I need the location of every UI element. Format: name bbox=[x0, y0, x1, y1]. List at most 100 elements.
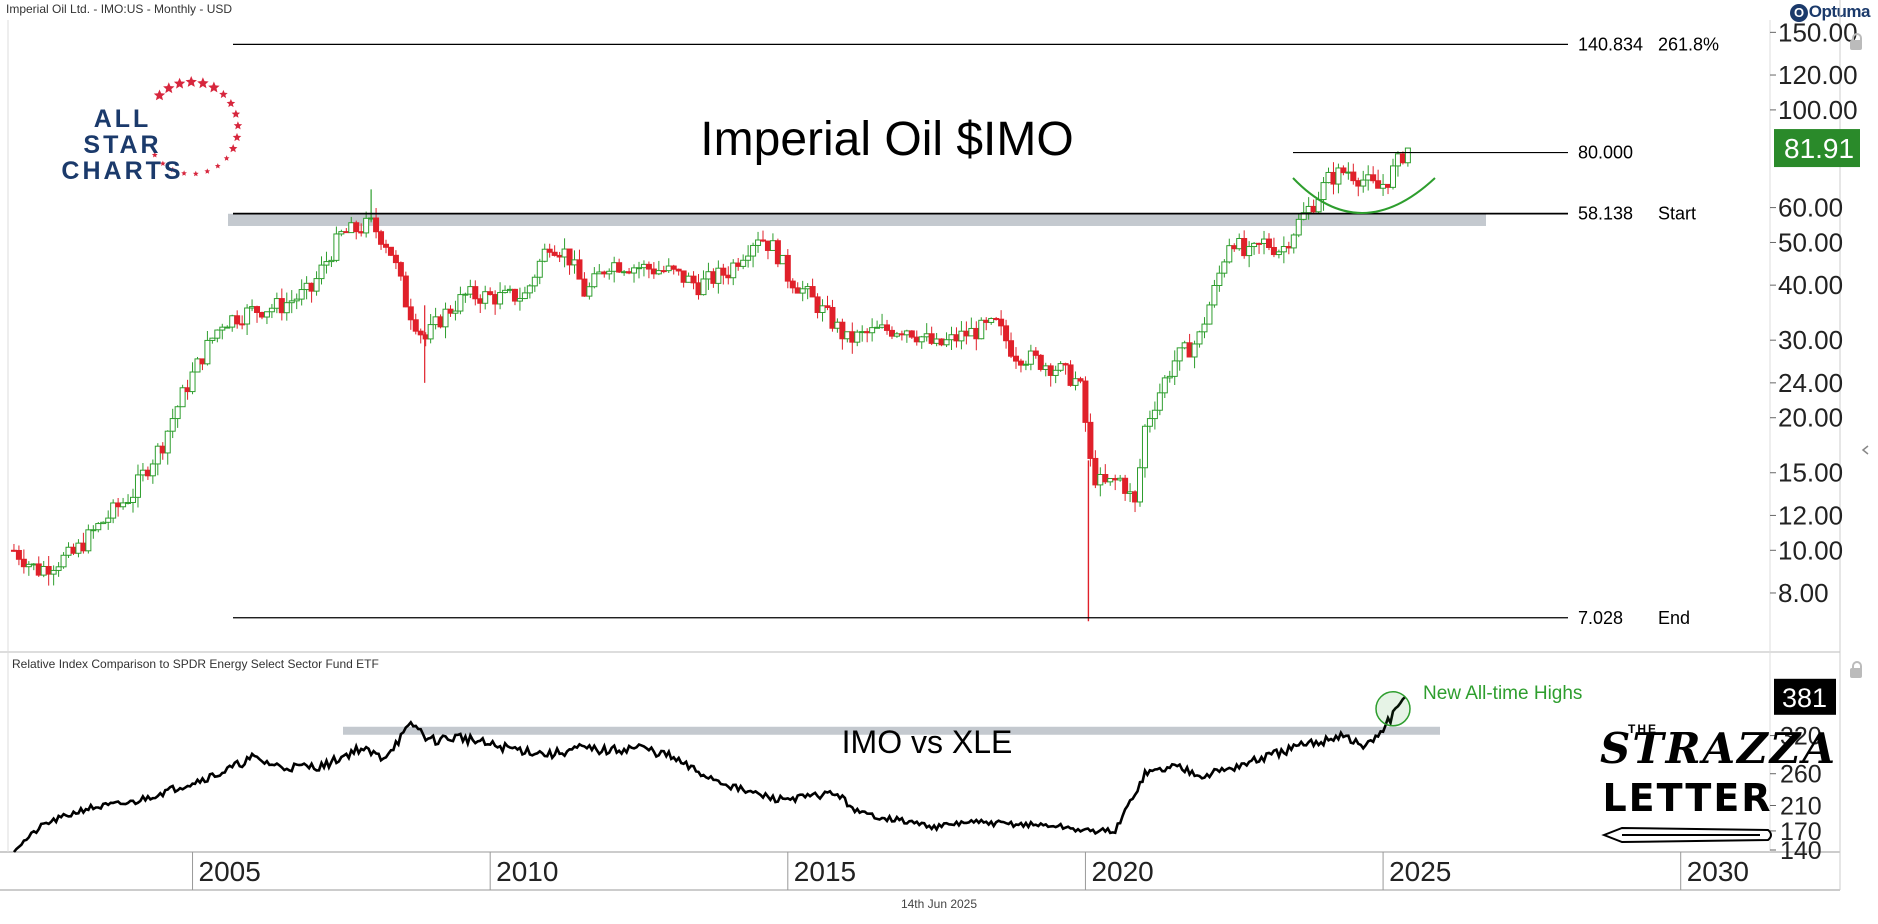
candle-body bbox=[1132, 491, 1139, 503]
candle-body bbox=[1241, 238, 1248, 257]
candle-body bbox=[779, 254, 786, 265]
candle-body bbox=[358, 231, 365, 234]
candle-body bbox=[531, 276, 538, 287]
x-tick-label-5: 2030 bbox=[1687, 856, 1749, 887]
candle-body bbox=[665, 265, 672, 272]
candle-body bbox=[1127, 491, 1134, 494]
candle-body bbox=[660, 270, 667, 273]
candle-body bbox=[115, 502, 122, 508]
candle-body bbox=[283, 302, 290, 314]
candle-body bbox=[194, 358, 201, 373]
candle-body bbox=[1022, 363, 1029, 366]
candle-body bbox=[482, 291, 489, 304]
candle-body bbox=[809, 286, 816, 298]
x-tick-label-1: 2010 bbox=[496, 856, 558, 887]
candle-body bbox=[1117, 477, 1124, 481]
candle-body bbox=[407, 306, 414, 321]
x-tick-label-3: 2020 bbox=[1091, 856, 1153, 887]
candle-body bbox=[139, 469, 146, 476]
level-label-0: 140.834 bbox=[1578, 34, 1643, 54]
candle-body bbox=[601, 271, 608, 275]
candle-body bbox=[268, 307, 275, 313]
candle-body bbox=[626, 271, 633, 274]
candle-body bbox=[244, 307, 251, 325]
lock-icon-top[interactable] bbox=[1850, 33, 1862, 50]
candle-body bbox=[918, 336, 925, 343]
candle-body bbox=[760, 239, 767, 242]
candle-body bbox=[224, 326, 231, 329]
candle-body bbox=[859, 331, 866, 334]
candle-body bbox=[710, 271, 717, 284]
candle-body bbox=[750, 244, 757, 257]
candle-body bbox=[705, 271, 712, 280]
candle-body bbox=[1156, 392, 1163, 411]
lock-icon-relative[interactable] bbox=[1850, 661, 1862, 678]
candle-body bbox=[1201, 323, 1208, 333]
candle-body bbox=[1042, 365, 1049, 370]
candle-body bbox=[566, 248, 573, 266]
candle-body bbox=[288, 300, 295, 304]
candle-body bbox=[784, 254, 791, 282]
strazza-logo-the: THE bbox=[1628, 722, 1658, 736]
strazza-letter-logo: THE STRAZZA LETTER bbox=[1600, 720, 1837, 845]
collapse-chevron-icon bbox=[1861, 445, 1869, 455]
candle-body bbox=[561, 248, 568, 258]
y-tick-label-9: 60.00 bbox=[1778, 193, 1843, 223]
candle-body bbox=[1295, 218, 1302, 236]
candle-body bbox=[144, 469, 151, 477]
candle-body bbox=[1057, 363, 1064, 371]
rel-y-tick-label-0: 140 bbox=[1780, 837, 1822, 865]
candle-body bbox=[849, 331, 856, 343]
candle-body bbox=[110, 502, 117, 519]
candle-body bbox=[903, 330, 910, 336]
candle-body bbox=[199, 358, 206, 365]
candle-body bbox=[1012, 355, 1019, 362]
candle-body bbox=[869, 327, 876, 334]
candle-body bbox=[179, 387, 186, 408]
candle-body bbox=[1270, 246, 1277, 256]
candle-body bbox=[387, 246, 394, 256]
logo-star bbox=[231, 109, 241, 118]
candle-body bbox=[363, 217, 370, 234]
candle-body bbox=[511, 288, 518, 302]
candle-body bbox=[239, 323, 246, 326]
candle-body bbox=[249, 306, 256, 309]
candle-body bbox=[764, 240, 771, 251]
candle-body bbox=[1176, 347, 1183, 362]
logo-star bbox=[226, 99, 236, 108]
candle-body bbox=[769, 240, 776, 251]
candle-body bbox=[273, 298, 280, 309]
candle-body bbox=[874, 326, 881, 329]
candle-body bbox=[854, 331, 861, 343]
candle-body bbox=[1211, 285, 1218, 306]
candle-body bbox=[576, 259, 583, 280]
y-tick-label-12: 150.00 bbox=[1778, 17, 1858, 47]
candle-body bbox=[680, 270, 687, 283]
candle-body bbox=[715, 267, 722, 284]
candle-body bbox=[948, 334, 955, 341]
candle-body bbox=[1340, 167, 1347, 174]
candle-body bbox=[670, 265, 677, 270]
strazza-logo-line1: STRAZZA bbox=[1600, 724, 1837, 773]
candle-body bbox=[1251, 242, 1258, 248]
candle-body bbox=[80, 542, 87, 552]
candle-body bbox=[799, 288, 806, 294]
candle-body bbox=[313, 278, 320, 292]
ath-circle-marker bbox=[1375, 691, 1411, 727]
candle-body bbox=[611, 262, 618, 272]
candle-body bbox=[1285, 246, 1292, 249]
candle-body bbox=[1166, 375, 1173, 379]
candle-body bbox=[492, 294, 499, 305]
candle-body bbox=[521, 292, 528, 300]
candle-body bbox=[1047, 365, 1054, 376]
candle-body bbox=[735, 262, 742, 267]
candle-body bbox=[913, 336, 920, 343]
candle-body bbox=[55, 566, 62, 571]
candle-body bbox=[219, 326, 226, 331]
candle-body bbox=[1008, 340, 1015, 357]
candle-body bbox=[581, 278, 588, 297]
candle-body bbox=[1290, 234, 1297, 249]
y-tick-label-5: 24.00 bbox=[1778, 368, 1843, 398]
candle-body bbox=[1112, 477, 1119, 481]
